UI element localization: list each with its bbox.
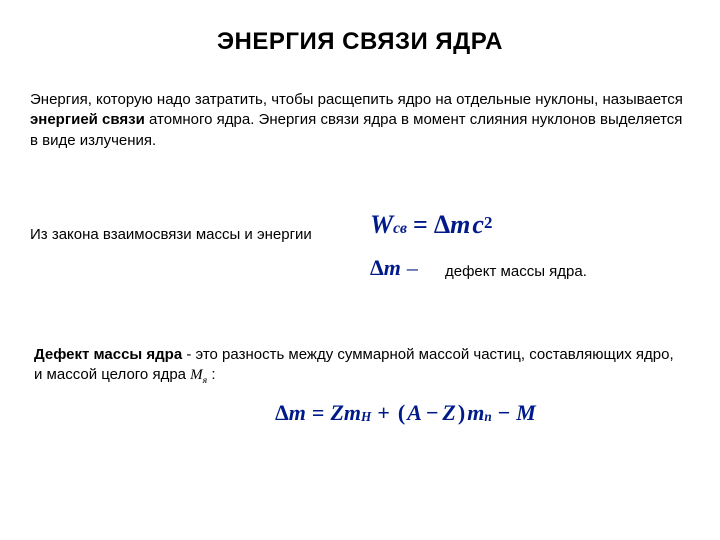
formula3-m: m <box>289 400 306 426</box>
formula3-M: M <box>516 400 536 426</box>
formula3-m2-sub: n <box>484 409 491 425</box>
formula1-W: W <box>370 210 393 240</box>
formula3-m2: m <box>467 400 484 426</box>
formula3-plus: + <box>371 400 396 426</box>
lead-in-text: Из закона взаимосвязи массы и энергии <box>30 225 340 245</box>
para1-text-pre: Энергия, которую надо затратить, чтобы р… <box>30 91 683 108</box>
definition-paragraph: Энергия, которую надо затратить, чтобы р… <box>30 90 690 151</box>
formula1-eq: = <box>407 210 434 240</box>
delta-m-symbol: Δm – <box>370 255 424 281</box>
formula3-m1: m <box>344 400 361 426</box>
mass-defect-label: дефект массы ядра. <box>445 262 587 282</box>
formula2-m: m <box>384 255 401 281</box>
formula3-A: A <box>407 400 422 426</box>
formula3-minus: − <box>422 400 443 426</box>
para1-bold-term: энергией связи <box>30 111 145 128</box>
formula1-delta: Δ <box>434 210 450 240</box>
formula2-dash: – <box>401 255 424 281</box>
slide-title: ЭНЕРГИЯ СВЯЗИ ЯДРА <box>0 28 720 56</box>
formula3-eq: = <box>306 400 331 426</box>
formula1-W-sub: св <box>393 220 407 238</box>
mass-defect-formula: Δm = ZmH + (A − Z)mn − M <box>275 400 536 426</box>
mass-defect-paragraph: Дефект массы ядра - это разность между с… <box>34 345 684 387</box>
formula1-m: m <box>450 210 470 240</box>
formula2-delta: Δ <box>370 255 384 281</box>
formula3-delta: Δ <box>275 400 289 426</box>
para2-colon: : <box>207 366 215 383</box>
para2-bold-term: Дефект массы ядра <box>34 346 182 363</box>
formula3-Z: Z <box>330 400 343 426</box>
formula3-Z2: Z <box>442 400 455 426</box>
formula3-rparen: ) <box>456 400 467 426</box>
formula3-m1-sub: H <box>361 409 371 425</box>
formula3-lparen: ( <box>396 400 407 426</box>
para2-M: M <box>190 367 203 383</box>
binding-energy-formula: Wсв = Δmc2 <box>370 210 492 240</box>
formula3-minus2: − <box>492 400 517 426</box>
formula1-c: c <box>470 210 484 240</box>
formula1-sup2: 2 <box>484 213 492 233</box>
